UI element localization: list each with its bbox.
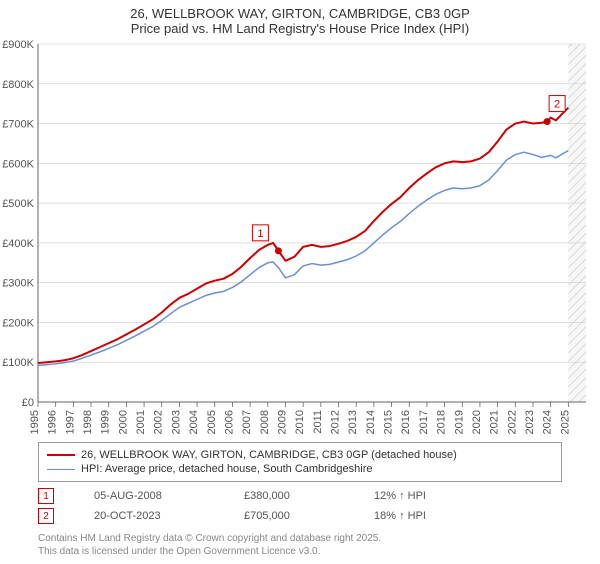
marker-date: 20-OCT-2023 [94,510,204,522]
svg-text:1998: 1998 [82,410,94,434]
legend-swatch [47,454,75,456]
svg-text:2025: 2025 [559,410,571,434]
svg-text:£600K: £600K [2,158,34,170]
svg-text:2012: 2012 [330,410,342,434]
marker-row: 2 20-OCT-2023 £705,000 18% ↑ HPI [38,508,562,524]
svg-text:2006: 2006 [223,410,235,434]
legend-label: 26, WELLBROOK WAY, GIRTON, CAMBRIDGE, CB… [81,449,457,461]
legend-swatch [47,469,75,470]
svg-text:2004: 2004 [188,410,200,434]
svg-text:2008: 2008 [259,410,271,434]
marker-diff: 12% ↑ HPI [374,490,426,502]
svg-text:1996: 1996 [47,410,59,434]
svg-text:£100K: £100K [2,357,34,369]
svg-text:2013: 2013 [347,410,359,434]
svg-text:£700K: £700K [2,119,34,131]
svg-text:£900K: £900K [2,39,34,51]
price-chart: £0 £100K £200K £300K £400K £500K £600K £700K £80… [0,38,600,438]
svg-text:£400K: £400K [2,238,34,250]
svg-text:2020: 2020 [471,410,483,434]
svg-text:£500K: £500K [2,198,34,210]
title-line-2: Price paid vs. HM Land Registry's House … [10,21,590,36]
svg-text:2016: 2016 [400,410,412,434]
svg-text:1: 1 [257,228,263,240]
svg-text:2024: 2024 [542,410,554,434]
svg-text:2001: 2001 [135,410,147,434]
footer-attribution: Contains HM Land Registry data © Crown c… [38,532,562,558]
marker-diff: 18% ↑ HPI [374,510,426,522]
svg-text:2018: 2018 [436,410,448,434]
svg-text:1997: 1997 [64,410,76,434]
svg-text:2015: 2015 [383,410,395,434]
svg-text:2022: 2022 [506,410,518,434]
footer-line-2: This data is licensed under the Open Gov… [38,545,562,558]
marker-badge: 1 [38,488,54,504]
footer-line-1: Contains HM Land Registry data © Crown c… [38,532,562,545]
svg-text:2002: 2002 [153,410,165,434]
svg-text:£800K: £800K [2,79,34,91]
svg-text:2010: 2010 [294,410,306,434]
marker-price: £705,000 [244,510,334,522]
svg-text:2: 2 [554,99,560,111]
marker-price: £380,000 [244,490,334,502]
svg-text:2017: 2017 [418,410,430,434]
marker-badge: 2 [38,508,54,524]
marker-date: 05-AUG-2008 [94,490,204,502]
svg-text:1995: 1995 [29,410,41,434]
svg-text:2007: 2007 [241,410,253,434]
legend: 26, WELLBROOK WAY, GIRTON, CAMBRIDGE, CB… [38,442,562,482]
svg-text:2023: 2023 [524,410,536,434]
chart-title: 26, WELLBROOK WAY, GIRTON, CAMBRIDGE, CB… [0,0,600,38]
svg-text:2011: 2011 [312,410,324,434]
svg-text:2021: 2021 [489,410,501,434]
marker-row: 1 05-AUG-2008 £380,000 12% ↑ HPI [38,488,562,504]
svg-text:2005: 2005 [206,410,218,434]
legend-item: HPI: Average price, detached house, Sout… [47,463,553,475]
legend-item: 26, WELLBROOK WAY, GIRTON, CAMBRIDGE, CB… [47,449,553,461]
svg-text:2000: 2000 [117,410,129,434]
svg-text:£200K: £200K [2,317,34,329]
legend-label: HPI: Average price, detached house, Sout… [81,463,372,475]
svg-text:2019: 2019 [453,410,465,434]
svg-text:£300K: £300K [2,278,34,290]
svg-text:1999: 1999 [100,410,112,434]
svg-text:2003: 2003 [170,410,182,434]
chart-svg: £0 £100K £200K £300K £400K £500K £600K £700K £80… [0,38,600,438]
marker-table: 1 05-AUG-2008 £380,000 12% ↑ HPI 2 20-OCT-202… [38,488,562,524]
svg-text:2014: 2014 [365,410,377,434]
title-line-1: 26, WELLBROOK WAY, GIRTON, CAMBRIDGE, CB… [10,6,590,21]
svg-text:£0: £0 [22,397,34,409]
svg-text:2009: 2009 [276,410,288,434]
